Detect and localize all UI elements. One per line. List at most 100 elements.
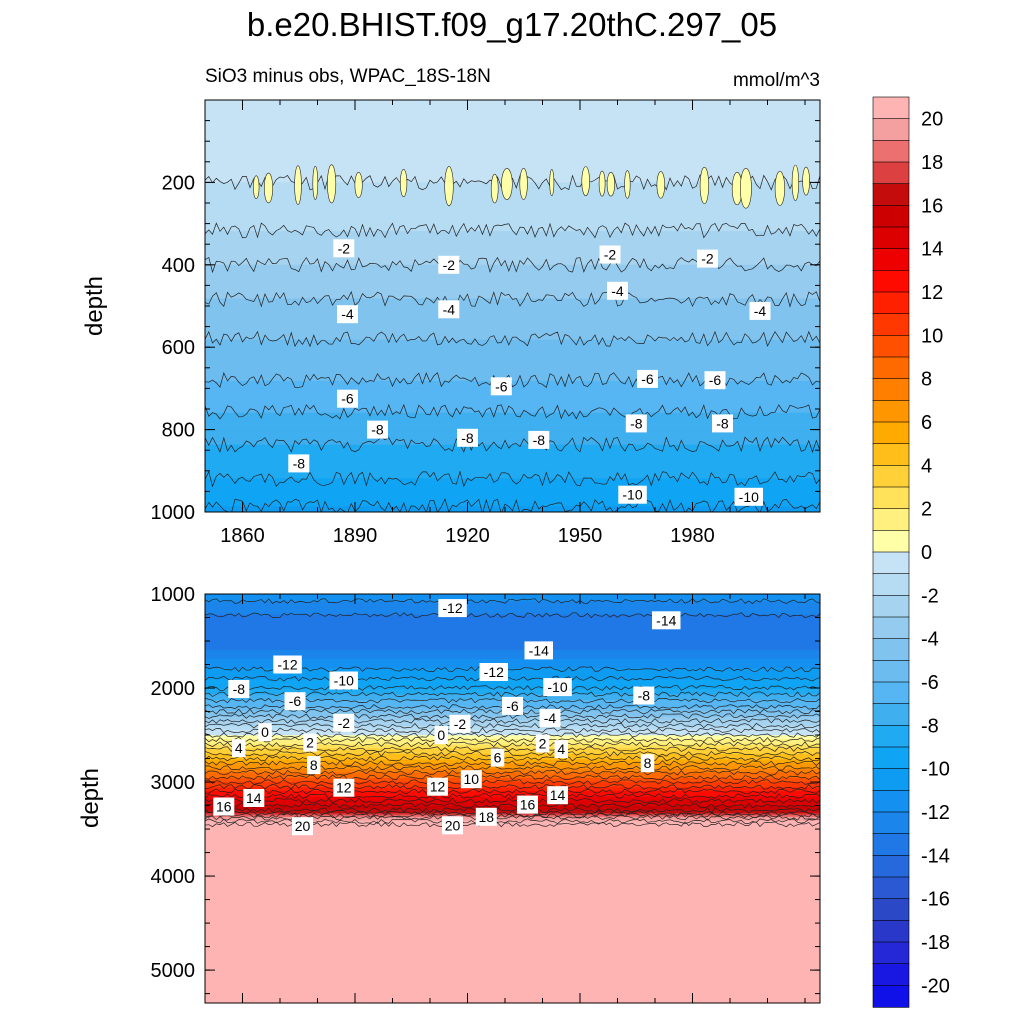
contour-line xyxy=(205,779,820,785)
contour-label-box xyxy=(475,807,497,826)
contour-line xyxy=(205,809,820,816)
contour-label-text: -2 xyxy=(454,716,467,732)
contour-label-box xyxy=(434,726,448,744)
fill-band xyxy=(205,854,820,857)
fill-band xyxy=(205,610,820,614)
fill-band xyxy=(205,394,820,397)
fill-band xyxy=(205,911,820,915)
fill-band xyxy=(205,232,820,236)
fill-band xyxy=(205,225,820,228)
positive-patch xyxy=(327,164,337,204)
fill-band xyxy=(205,885,820,889)
fill-band xyxy=(205,653,820,656)
fill-band xyxy=(205,437,820,440)
fill-band xyxy=(205,365,820,369)
fill-band xyxy=(205,289,820,292)
contour-label-text: -10 xyxy=(622,487,642,503)
fill-band xyxy=(205,991,820,995)
x-tick-label: 1980 xyxy=(670,525,715,547)
fill-band xyxy=(205,307,820,311)
contour-label: 14 xyxy=(243,789,265,807)
fill-band xyxy=(205,122,820,125)
fill-band xyxy=(205,386,820,389)
contour-label-box xyxy=(479,663,508,681)
fill-band xyxy=(205,156,820,159)
fill-band xyxy=(205,800,820,803)
fill-band xyxy=(205,973,820,976)
contour-line xyxy=(205,330,820,348)
fill-band xyxy=(205,874,820,878)
colorbar-box xyxy=(872,400,910,423)
contour-label: 16 xyxy=(517,795,538,814)
contour-label-box xyxy=(243,789,265,807)
fill-band xyxy=(205,962,820,965)
x-tick-label: 1890 xyxy=(333,525,378,547)
contour-label: 20 xyxy=(442,816,463,835)
colorbar-box xyxy=(872,226,910,250)
fill-band xyxy=(205,423,820,427)
contour-label-text: -6 xyxy=(289,693,302,709)
fill-band xyxy=(205,418,820,421)
fill-band xyxy=(205,960,820,963)
contour-label: -2 xyxy=(449,714,471,733)
positive-patch xyxy=(606,171,616,197)
fill-band xyxy=(205,231,820,234)
fill-band xyxy=(205,828,820,831)
upper-contour-fill xyxy=(205,100,820,512)
fill-band xyxy=(205,311,820,315)
contour-label-box xyxy=(652,611,681,630)
fill-band xyxy=(205,199,820,202)
colorbar-label: -16 xyxy=(921,889,950,911)
colorbar-box xyxy=(872,595,910,618)
subtitle-right: mmol/m^3 xyxy=(733,70,820,91)
positive-patch xyxy=(581,166,590,197)
fill-band xyxy=(205,872,820,876)
fill-band xyxy=(205,506,820,509)
contour-label-text: -6 xyxy=(709,372,722,388)
fill-band xyxy=(205,116,820,120)
fill-band xyxy=(205,210,820,213)
fill-band xyxy=(205,893,820,896)
fill-band xyxy=(205,941,820,945)
fill-band xyxy=(205,114,820,118)
contour-label: 8 xyxy=(640,754,655,773)
contour-label-box xyxy=(449,714,471,733)
positive-patch xyxy=(774,171,786,206)
y-tick-label: 4000 xyxy=(151,866,196,888)
fill-band xyxy=(205,139,820,142)
contour-label-box xyxy=(490,377,512,396)
colorbar-box xyxy=(872,790,910,813)
colorbar-label: 0 xyxy=(921,542,932,564)
lower-y-axis-label: depth xyxy=(77,768,104,828)
fill-band xyxy=(205,776,820,779)
fill-band xyxy=(205,932,820,935)
fill-band xyxy=(205,189,820,193)
positive-patch xyxy=(253,175,260,200)
colorbar-box xyxy=(872,161,910,185)
contour-label: -8 xyxy=(528,430,550,449)
fill-band xyxy=(205,882,820,885)
contour-line xyxy=(205,436,820,454)
fill-band xyxy=(205,926,820,930)
contour-label: -4 xyxy=(749,301,771,320)
fill-band xyxy=(205,668,820,671)
fill-band xyxy=(205,913,820,917)
fill-band xyxy=(205,178,820,182)
contour-label: -8 xyxy=(228,680,250,698)
contour-label-text: -2 xyxy=(338,715,351,731)
fill-band xyxy=(205,422,820,425)
positive-patch xyxy=(263,172,273,204)
fill-band xyxy=(205,236,820,240)
contour-label-text: -8 xyxy=(371,422,384,438)
colorbar-label: -2 xyxy=(921,585,939,607)
positive-patch xyxy=(740,167,752,209)
fill-band xyxy=(205,195,820,198)
fill-band xyxy=(205,956,820,959)
fill-band xyxy=(205,817,820,820)
contour-line xyxy=(205,769,820,776)
fill-band xyxy=(205,757,820,761)
contour-line xyxy=(205,691,820,698)
contour-label-text: 2 xyxy=(306,735,314,751)
colorbar-label: 2 xyxy=(921,499,932,521)
